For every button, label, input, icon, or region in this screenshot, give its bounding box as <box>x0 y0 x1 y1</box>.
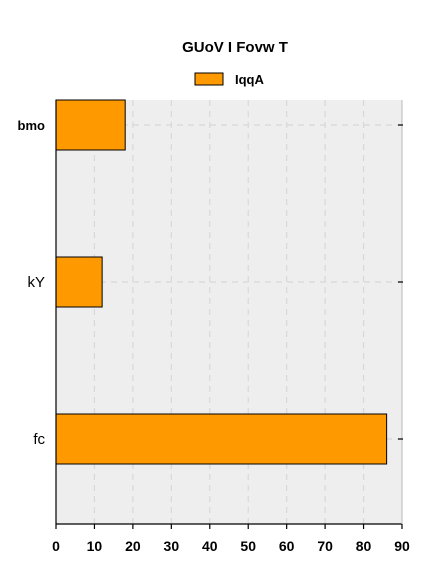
x-tick-label: 0 <box>52 538 60 554</box>
legend-label: IqqA <box>235 72 264 87</box>
x-tick-label: 60 <box>279 538 295 554</box>
category-label: fc <box>33 431 45 448</box>
x-tick-label: 30 <box>164 538 180 554</box>
x-tick-label: 50 <box>240 538 256 554</box>
category-labels: bmo kY fc <box>18 118 46 448</box>
x-tick-label: 90 <box>394 538 410 554</box>
bar-kY <box>55 256 103 308</box>
x-tick-label: 20 <box>125 538 141 554</box>
x-tick-labels: 0 10 20 30 40 50 60 70 80 90 <box>52 538 410 554</box>
axes <box>55 100 403 529</box>
x-tick-label: 80 <box>356 538 372 554</box>
legend: IqqA <box>194 72 264 87</box>
x-tick-label: 10 <box>87 538 103 554</box>
bar-bmo <box>55 99 126 151</box>
bar-fc <box>55 413 388 465</box>
x-tick-label: 40 <box>202 538 218 554</box>
category-label: kY <box>27 274 45 291</box>
legend-swatch <box>194 72 224 86</box>
x-tick-label: 70 <box>317 538 333 554</box>
category-label: bmo <box>18 118 46 133</box>
chart-title: GUoV I Fovw T <box>182 39 288 56</box>
bars <box>55 99 388 465</box>
